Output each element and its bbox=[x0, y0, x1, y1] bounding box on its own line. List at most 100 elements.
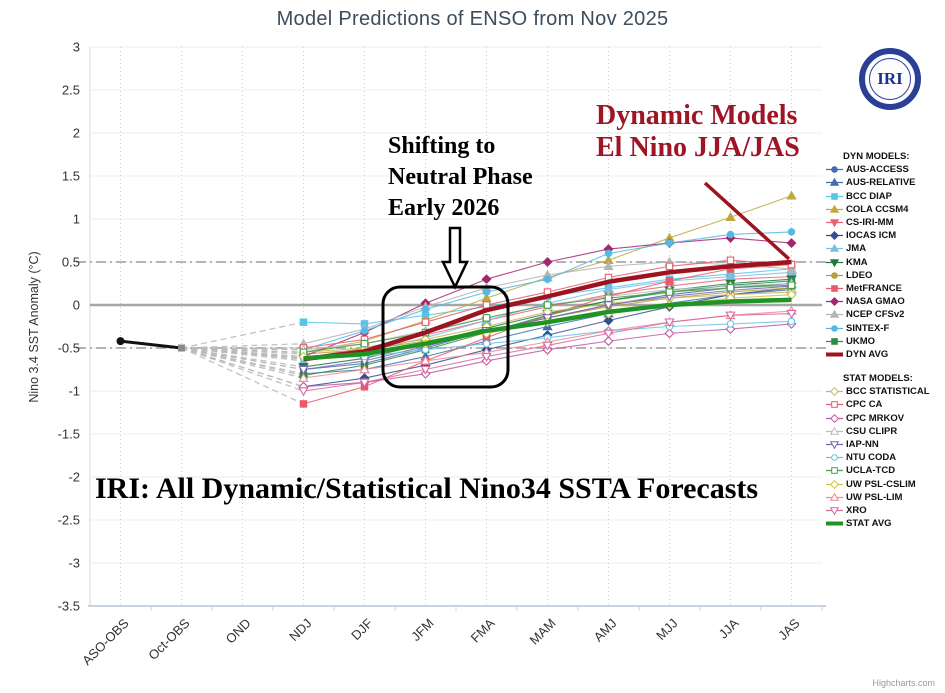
annotation-shifting-line3: Early 2026 bbox=[388, 195, 500, 221]
series-marker-sintex-f bbox=[360, 327, 369, 335]
x-axis-label: ASO-OBS bbox=[79, 615, 132, 668]
fan-line-bcc-diap bbox=[181, 321, 304, 349]
series-marker-xro bbox=[664, 318, 675, 328]
legend-item-iap-nn[interactable]: IAP-NN bbox=[826, 438, 944, 451]
legend-item-label: CS-IRI-MM bbox=[846, 217, 894, 229]
series-marker-sintex-f bbox=[665, 239, 674, 247]
legend-item-label: COLA CCSM4 bbox=[846, 203, 909, 215]
iri-logo-ring: IRI bbox=[869, 58, 911, 100]
legend-item-label: IAP-NN bbox=[846, 439, 879, 451]
series-marker-xro bbox=[420, 365, 431, 375]
series-marker-sintex-f bbox=[421, 305, 430, 314]
y-tick-label: -2.5 bbox=[58, 513, 80, 528]
legend-item-ukmo[interactable]: UKMO bbox=[826, 335, 944, 348]
x-axis-label: MAM bbox=[527, 616, 559, 648]
legend-item-jma[interactable]: JMA bbox=[826, 242, 944, 255]
legend-item-ncep-cfsv2[interactable]: NCEP CFSv2 bbox=[826, 308, 944, 321]
series-marker-nasa-gmao bbox=[786, 238, 797, 249]
legend-item-ldeo[interactable]: LDEO bbox=[826, 269, 944, 282]
iap-nn-legend-icon bbox=[826, 441, 843, 450]
uw-psl-lim-legend-icon bbox=[826, 492, 843, 501]
legend-item-uw-psl-lim[interactable]: UW PSL-LIM bbox=[826, 491, 944, 504]
observed-start-marker bbox=[116, 337, 125, 346]
legend-item-label: DYN AVG bbox=[846, 348, 889, 360]
y-tick-label: -1 bbox=[68, 384, 80, 399]
series-marker-ucla-tcd bbox=[543, 301, 552, 309]
series-marker-bcc-diap bbox=[299, 318, 308, 326]
series-marker-ntu-coda bbox=[726, 320, 735, 328]
series-marker-sintex-f bbox=[543, 275, 552, 283]
series-marker-xro bbox=[603, 329, 614, 339]
legend-item-label: KMA bbox=[846, 256, 868, 268]
fan-line-cpc-mrkov bbox=[181, 347, 304, 388]
legend-item-bcc-statistical[interactable]: BCC STATISTICAL bbox=[826, 385, 944, 398]
legend-item-sintex-f[interactable]: SINTEX-F bbox=[826, 321, 944, 334]
x-axis-label: DJF bbox=[348, 615, 375, 642]
ldeo-legend-icon bbox=[826, 271, 843, 279]
series-marker-uw-psl-lim bbox=[298, 372, 309, 382]
series-marker-sintex-f bbox=[604, 249, 613, 258]
series-marker-nasa-gmao bbox=[481, 274, 492, 285]
legend-item-xro[interactable]: XRO bbox=[826, 504, 944, 517]
chart-title: Model Predictions of ENSO from Nov 2025 bbox=[276, 8, 669, 30]
x-axis-label: JFM bbox=[408, 616, 436, 644]
legend-item-cola-ccsm4[interactable]: COLA CCSM4 bbox=[826, 203, 944, 216]
legend-item-aus-relative[interactable]: AUS-RELATIVE bbox=[826, 176, 944, 189]
legend-item-label: CSU CLIPR bbox=[846, 425, 898, 437]
legend-item-label: NCEP CFSv2 bbox=[846, 309, 905, 321]
legend-item-kma[interactable]: KMA bbox=[826, 256, 944, 269]
legend-item-label: UKMO bbox=[846, 335, 876, 347]
legend-item-cpc-mrkov[interactable]: CPC MRKOV bbox=[826, 412, 944, 425]
legend-item-ntu-coda[interactable]: NTU CODA bbox=[826, 451, 944, 464]
annotation-dynamic-line2: El Nino JJA/JAS bbox=[596, 132, 800, 163]
legend-item-aus-access[interactable]: AUS-ACCESS bbox=[826, 163, 944, 176]
legend-item-iocas-icm[interactable]: IOCAS ICM bbox=[826, 229, 944, 242]
series-marker-metfrance bbox=[299, 400, 308, 408]
y-tick-label: 2 bbox=[73, 126, 80, 141]
legend-item-csu-clipr[interactable]: CSU CLIPR bbox=[826, 425, 944, 438]
fan-line-uw-psl-lim bbox=[181, 347, 304, 379]
y-axis-title: Nino 3.4 SST Anomaly (°C) bbox=[27, 251, 41, 402]
series-marker-ncep-cfsv2 bbox=[786, 263, 797, 273]
iocas-icm-legend-icon bbox=[826, 231, 843, 241]
annotation-down-arrow-icon bbox=[441, 226, 469, 290]
legend-item-dyn-avg[interactable]: DYN AVG bbox=[826, 348, 944, 361]
legend-item-uw-psl-cslim[interactable]: UW PSL-CSLIM bbox=[826, 478, 944, 491]
dyn-avg-legend-icon bbox=[826, 352, 843, 357]
series-marker-cola-ccsm4 bbox=[786, 190, 797, 200]
y-tick-label: 2.5 bbox=[62, 83, 80, 98]
legend-item-label: NASA GMAO bbox=[846, 296, 905, 308]
series-marker-uw-psl-lim bbox=[420, 355, 431, 365]
y-tick-label: -3 bbox=[68, 556, 80, 571]
fan-line-ncep-cfsv2 bbox=[181, 343, 304, 349]
series-marker-cola-ccsm4 bbox=[725, 211, 736, 222]
series-marker-xro bbox=[298, 387, 309, 397]
cpc-mrkov-legend-icon bbox=[826, 413, 843, 423]
legend-item-cs-iri-mm[interactable]: CS-IRI-MM bbox=[826, 216, 944, 229]
series-line-stat-avg bbox=[303, 297, 792, 361]
ntu-coda-legend-icon bbox=[826, 454, 843, 462]
nasa-gmao-legend-icon bbox=[826, 297, 843, 307]
y-tick-label: -0.5 bbox=[58, 341, 80, 356]
legend-item-label: UW PSL-CSLIM bbox=[846, 478, 916, 490]
series-marker-ntu-coda bbox=[482, 339, 491, 348]
legend-item-bcc-diap[interactable]: BCC DIAP bbox=[826, 190, 944, 203]
uw-psl-cslim-legend-icon bbox=[826, 479, 843, 489]
legend-item-ucla-tcd[interactable]: UCLA-TCD bbox=[826, 464, 944, 477]
series-marker-ucla-tcd bbox=[482, 314, 491, 322]
legend-item-metfrance[interactable]: MetFRANCE bbox=[826, 282, 944, 295]
cs-iri-mm-legend-icon bbox=[826, 219, 843, 228]
annotation-shifting-line2: Neutral Phase bbox=[388, 164, 533, 190]
series-marker-xro bbox=[481, 352, 492, 362]
legend-item-nasa-gmao[interactable]: NASA GMAO bbox=[826, 295, 944, 308]
series-marker-xro bbox=[359, 378, 370, 388]
stat-avg-legend-icon bbox=[826, 521, 843, 526]
series-marker-sintex-f bbox=[787, 228, 796, 236]
legend-item-stat-avg[interactable]: STAT AVG bbox=[826, 517, 944, 530]
series-marker-xro bbox=[725, 311, 736, 321]
aus-relative-legend-icon bbox=[826, 178, 843, 187]
legend-item-cpc-ca[interactable]: CPC CA bbox=[826, 398, 944, 411]
y-tick-label: 1.5 bbox=[62, 169, 80, 184]
observed-line bbox=[120, 339, 182, 350]
